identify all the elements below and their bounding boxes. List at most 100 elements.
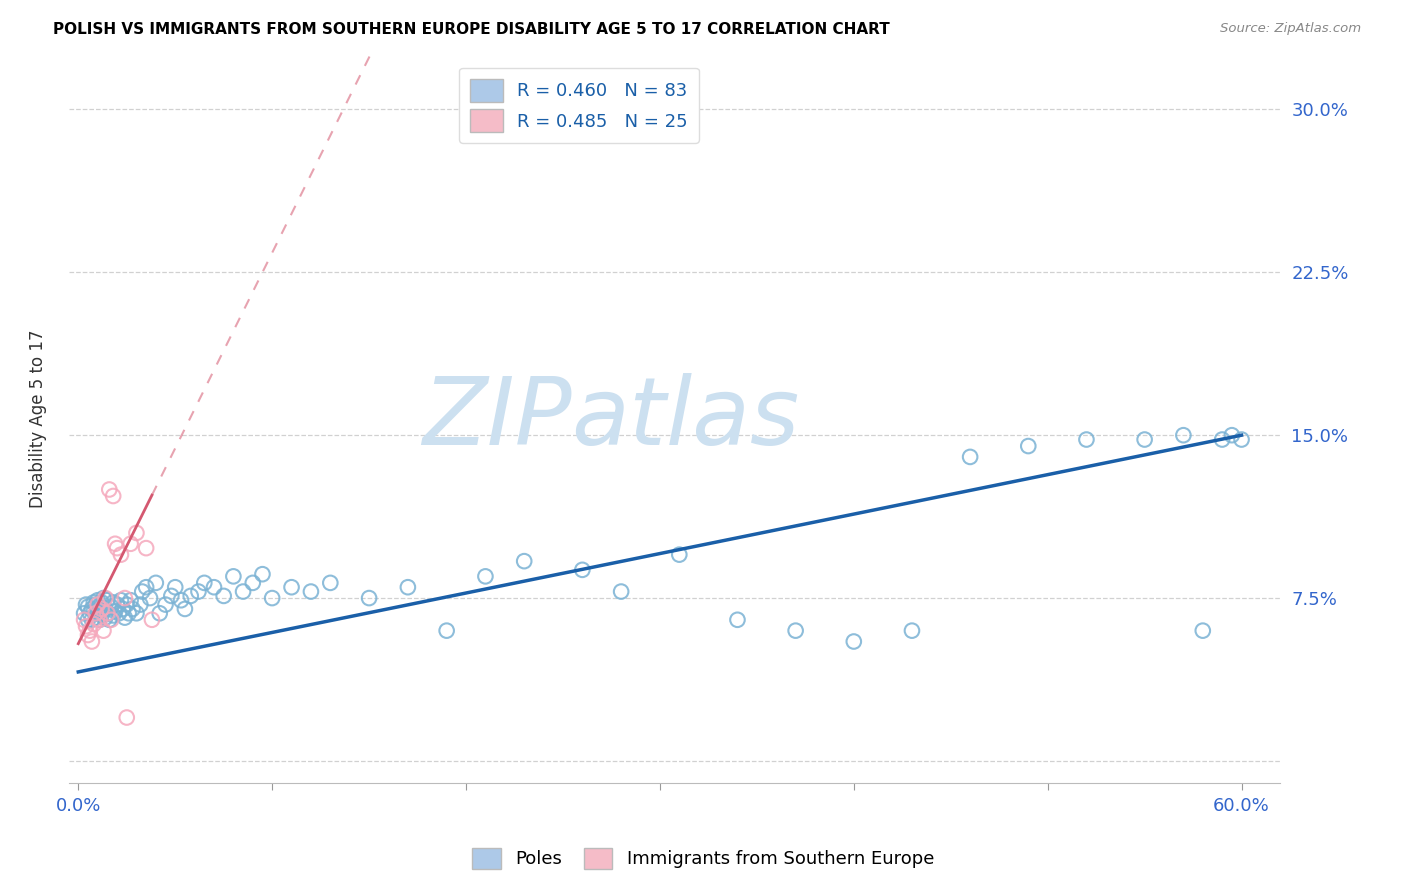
Point [1211,433,1233,447]
Point [89,599,111,614]
Point [94,591,117,605]
Point [474,569,496,583]
Point [193,575,215,590]
Point [1230,433,1253,447]
Point [242,575,264,590]
Point [108,607,131,621]
Point [513,554,536,568]
Point [73,613,96,627]
Point [139,591,162,605]
Point [901,624,924,638]
Point [93,604,115,618]
Point [83,595,105,609]
Point [262,591,284,605]
Point [89,613,111,627]
Point [436,624,458,638]
Point [131,584,153,599]
Y-axis label: Disability Age 5 to 17: Disability Age 5 to 17 [30,330,46,508]
Point [93,591,115,605]
Point [93,624,115,638]
Point [212,589,235,603]
Point [727,613,749,627]
Point [101,608,124,623]
Point [170,593,193,607]
Point [79,607,101,621]
Point [77,599,100,614]
Point [114,591,136,605]
Point [90,608,112,623]
Point [101,595,124,609]
Point [96,593,118,607]
Point [84,598,107,612]
Point [105,541,128,555]
Point [785,624,807,638]
Point [94,610,117,624]
Point [118,607,141,621]
Point [668,548,690,562]
Point [160,589,183,603]
Point [115,598,138,612]
Point [396,580,419,594]
Point [104,537,127,551]
Point [149,607,172,621]
Point [90,602,112,616]
Point [232,584,254,599]
Point [1076,433,1098,447]
Point [77,613,100,627]
Point [129,598,152,612]
Point [135,541,157,555]
Point [98,483,121,497]
Point [299,584,322,599]
Point [842,634,865,648]
Point [202,580,225,594]
Point [125,525,148,540]
Point [125,607,148,621]
Point [165,580,187,594]
Point [94,602,117,616]
Point [111,602,134,616]
Point [83,604,105,618]
Point [1017,439,1039,453]
Point [96,607,118,621]
Point [86,607,108,621]
Point [115,710,138,724]
Point [80,602,103,616]
Point [114,610,136,624]
Point [75,598,97,612]
Point [121,602,143,616]
Point [135,580,157,594]
Point [141,613,163,627]
Point [174,602,197,616]
Point [83,617,105,632]
Point [610,584,633,599]
Point [252,567,274,582]
Legend: R = 0.460   N = 83, R = 0.485   N = 25: R = 0.460 N = 83, R = 0.485 N = 25 [460,68,699,143]
Text: POLISH VS IMMIGRANTS FROM SOUTHERN EUROPE DISABILITY AGE 5 TO 17 CORRELATION CHA: POLISH VS IMMIGRANTS FROM SOUTHERN EUROP… [53,22,890,37]
Point [101,489,124,503]
Point [1133,433,1156,447]
Text: atlas: atlas [571,374,800,465]
Point [100,613,122,627]
Legend: Poles, Immigrants from Southern Europe: Poles, Immigrants from Southern Europe [464,840,942,876]
Point [187,584,209,599]
Point [96,607,118,621]
Point [571,563,593,577]
Point [180,589,202,603]
Point [86,593,108,607]
Point [80,613,103,627]
Point [1173,428,1195,442]
Point [120,537,142,551]
Point [98,613,121,627]
Point [1220,428,1243,442]
Point [105,598,128,612]
Point [86,598,108,612]
Point [75,619,97,633]
Point [280,580,302,594]
Point [80,634,103,648]
Point [104,604,127,618]
Point [959,450,981,464]
Point [319,575,342,590]
Point [110,593,132,607]
Point [120,593,142,607]
Point [73,607,96,621]
